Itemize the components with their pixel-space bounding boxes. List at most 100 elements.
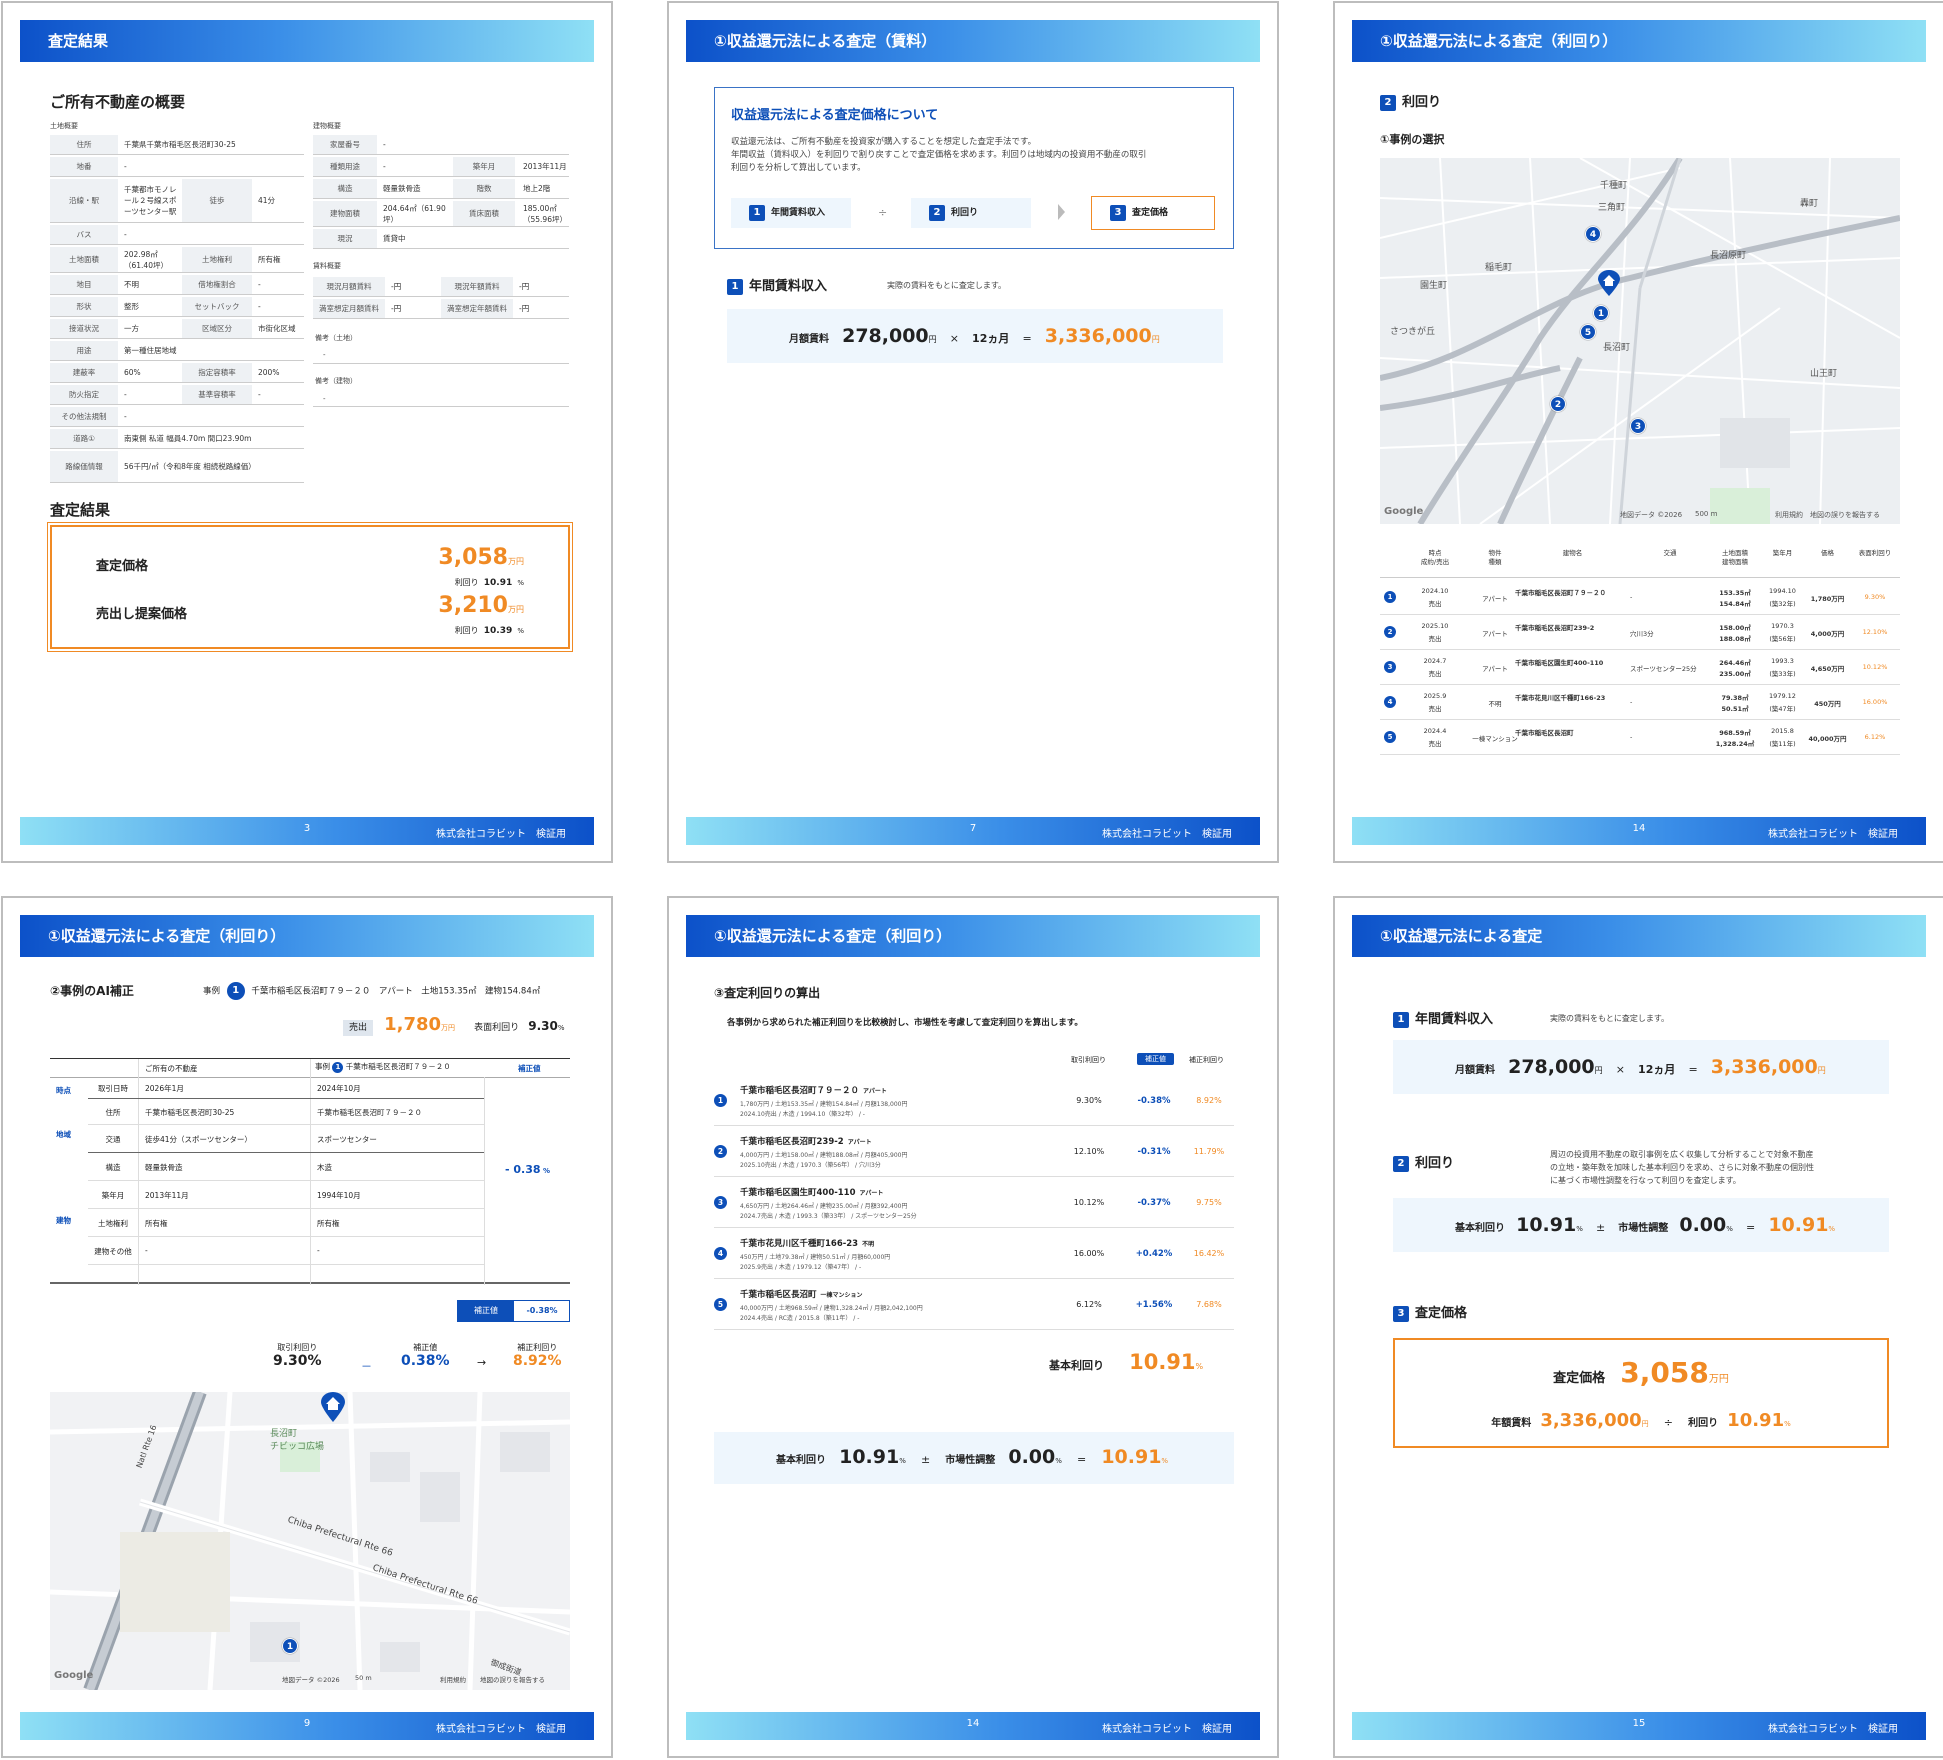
pct-unit: % [1576,1225,1583,1233]
group-bldg-label: 建物 [56,1216,71,1225]
trade-yield: 12.10% [1073,1147,1105,1156]
kv-value: 第一種住居地域 [124,346,177,355]
formula-market-value: 0.00 [1008,1446,1056,1468]
yield-row[interactable]: 1 千葉市稲毛区長沼町７９－２０ アパート 1,780万円 / 土地153.35㎡ /… [714,1076,1234,1126]
kv-value: 56千円/㎡（令和8年度 相続税路線価） [124,462,256,471]
row-own: 2013年11月 [145,1191,189,1200]
case-text: 千葉市稲毛区長沼町７９－２０ アパート 土地153.35㎡ 建物154.84㎡ [251,986,541,997]
case-age: (築33年) [1769,670,1796,678]
page-number: 14 [1632,823,1646,834]
case-row[interactable]: 1 2024.10 売出 アパート 千葉市稲毛区長沼町７９－２０ - 153.35㎡ 154.… [1380,581,1900,615]
case-price: 4,000万円 [1810,630,1845,638]
method-text-1: 収益還元法は、ご所有不動産を投資家が購入することを想定した査定手法です。 [731,137,1037,147]
home-pin-icon[interactable] [1598,270,1620,296]
case-yield: 10.12% [1862,663,1888,671]
base-yield: 基本利回り 10.91% [1049,1350,1203,1374]
market-adjust-value: 0.00 [1679,1214,1727,1236]
map-label: 千種町 [1600,181,1628,191]
row-case: 1994年10月 [317,1191,361,1200]
assess-price-unit: 万円 [508,557,524,566]
adjust-badge-value: -0.38% [526,1306,558,1315]
case-land-area: 264.46㎡ [1719,659,1751,667]
kv-row: 防火指定 - 基準容積率 - [50,385,304,405]
divide-sign: ÷ [1663,1416,1673,1429]
case-price: 4,650万円 [1810,665,1845,673]
kv-row: 土地面積 202.98㎡（61.40坪） 土地権利 所有権 [50,247,304,273]
section-2-note-2: の立地・築年数を加味した基本利回りを求め、さらに対象不動産の個別性 [1550,1163,1814,1172]
map-label: 利用規約 [1775,511,1803,519]
row-key: 構造 [105,1163,121,1172]
map-pin-2[interactable]: 2 [1550,396,1566,412]
col-header: 表面利回り [1858,549,1892,557]
kv-value: - [124,162,127,171]
case-detail-2: 2024.10売出 / 木造 / 1994.10（築32年） / - [740,1111,865,1118]
row-key: 交通 [105,1135,121,1144]
kv-key: 土地面積 [50,247,118,272]
trade-yield: 10.12% [1073,1198,1105,1207]
case-type: アパート [1482,665,1508,673]
case-row[interactable]: 3 2024.7 売出 アパート 千葉市稲毛区園生町400-110 スポーツセンター25分… [1380,651,1900,685]
yield-row[interactable]: 5 千葉市稲毛区長沼町 一棟マンション 40,000万円 / 土地968.59㎡ / … [714,1280,1234,1330]
trade-yield: 16.00% [1073,1249,1105,1258]
man-yen-unit: 万円 [1708,1374,1729,1385]
case-traffic: - [1630,733,1633,741]
kv-row: 沿線・駅 千葉都市モノレール２号線スポーツセンター駅 徒歩 41分 [50,179,304,223]
map-pin-3[interactable]: 3 [1630,418,1646,434]
base-yield-label: 基本利回り [1049,1359,1104,1372]
kv-value: - [383,162,386,171]
case-bldg-area: 154.84㎡ [1719,600,1751,608]
yield-row[interactable]: 3 千葉市稲毛区園生町400-110 アパート 4,650万円 / 土地264.46㎡… [714,1178,1234,1228]
map-pin-5[interactable]: 5 [1580,324,1596,340]
case-title: 千葉市稲毛区長沼町239-2 アパート [740,1135,872,1147]
footer-company: 株式会社コラビット 検証用 [1768,1724,1898,1735]
page-header: ①収益還元法による査定（利回り） [1352,20,1926,62]
adjusted-yield-label: 補正利回り [517,1343,558,1352]
proposal-price-label: 売出し提案価格 [96,607,188,622]
section-note: 実際の賃料をもとに査定します。 [887,281,1007,290]
plus-minus-sign: ± [1595,1221,1606,1234]
comparison-row: 築年月 2013年11月 1994年10月 [88,1181,484,1209]
step-3: 3 査定価格 [1091,196,1215,230]
case-status: 売出 [1428,600,1442,608]
price-box: 査定価格 3,058万円 年額賃料 3,336,000円 ÷ 利回り 10.91… [1393,1338,1889,1448]
pct-unit: % [1055,1457,1062,1465]
kv-key-2: 区域区分 [182,319,252,338]
page-number: 7 [969,823,977,834]
section-yield: 2 利回り [1393,1152,1454,1172]
kv-key-2: 現況年額賃料 [441,277,513,296]
kv-value: 60% [124,368,141,377]
note-bldg-label: 備考（建物） [315,377,357,385]
case-built: 1979.12 [1769,692,1796,700]
kv-key: 形状 [50,297,118,316]
page-footer: 15 株式会社コラビット 検証用 [1352,1712,1926,1740]
case-detail-2: 2024.4売出 / RC造 / 2015.8（築11年） / - [740,1315,860,1322]
map-pin-1[interactable]: 1 [1593,305,1609,321]
case-row[interactable]: 4 2025.9 売出 不明 千葉市花見川区千種町166-23 - 79.38㎡ 50.51㎡… [1380,686,1900,720]
case-row[interactable]: 2 2025.10 売出 アパート 千葉市稲毛区長沼町239-2 穴川3分 158.00㎡ 1… [1380,616,1900,650]
case-type: アパート [847,1139,872,1146]
yield-row[interactable]: 4 千葉市花見川区千種町166-23 不明 450万円 / 土地79.38㎡ / 建物… [714,1229,1234,1279]
row-case: 2024年10月 [317,1084,361,1093]
adjusted-yield: 11.79% [1193,1147,1225,1156]
case-row[interactable]: 5 2024.4 売出 一棟マンション 千葉市稲毛区長沼町 - 968.59㎡ 1,328.2… [1380,721,1900,755]
case-status: 売出 [1428,705,1442,713]
minus-sign: － [361,1360,372,1373]
map-pin-1[interactable]: 1 [282,1638,298,1654]
adjusted-yield: 16.42% [1193,1249,1225,1258]
kv-value: - [383,140,386,149]
kv-value-2: 地上2階 [523,184,551,193]
case-map[interactable]: 千種町 三角町 長沼原町 園生町 轟町 さつきが丘 山王町 稲毛町 長沼町 Google 地図データ… [1380,158,1900,524]
map-pin-4[interactable]: 4 [1585,226,1601,242]
formula-trade-yield: 取引利回り 9.30% [273,1342,322,1369]
monthly-rent-label: 月額賃料 [789,334,829,345]
home-pin-icon[interactable] [321,1392,345,1422]
section-1-title: 年間賃料収入 [1415,1012,1494,1027]
row-case: 所有権 [317,1219,340,1228]
case-detail-map[interactable]: 長沼町 チビッコ広場 Natl Rte 16 Chiba Prefectural R… [50,1392,570,1690]
page-5: ①収益還元法による査定（利回り） ③査定利回りの算出 各事例から求められた補正利… [667,896,1279,1758]
comparison-row: 建物その他 - - [88,1237,484,1265]
pct-unit: % [1161,1457,1169,1465]
yield-row[interactable]: 2 千葉市稲毛区長沼町239-2 アパート 4,000万円 / 土地158.00㎡ /… [714,1127,1234,1177]
col-case-label: 事例 [315,1062,330,1071]
case-title: 千葉市稲毛区長沼町 一棟マンション [740,1288,863,1300]
